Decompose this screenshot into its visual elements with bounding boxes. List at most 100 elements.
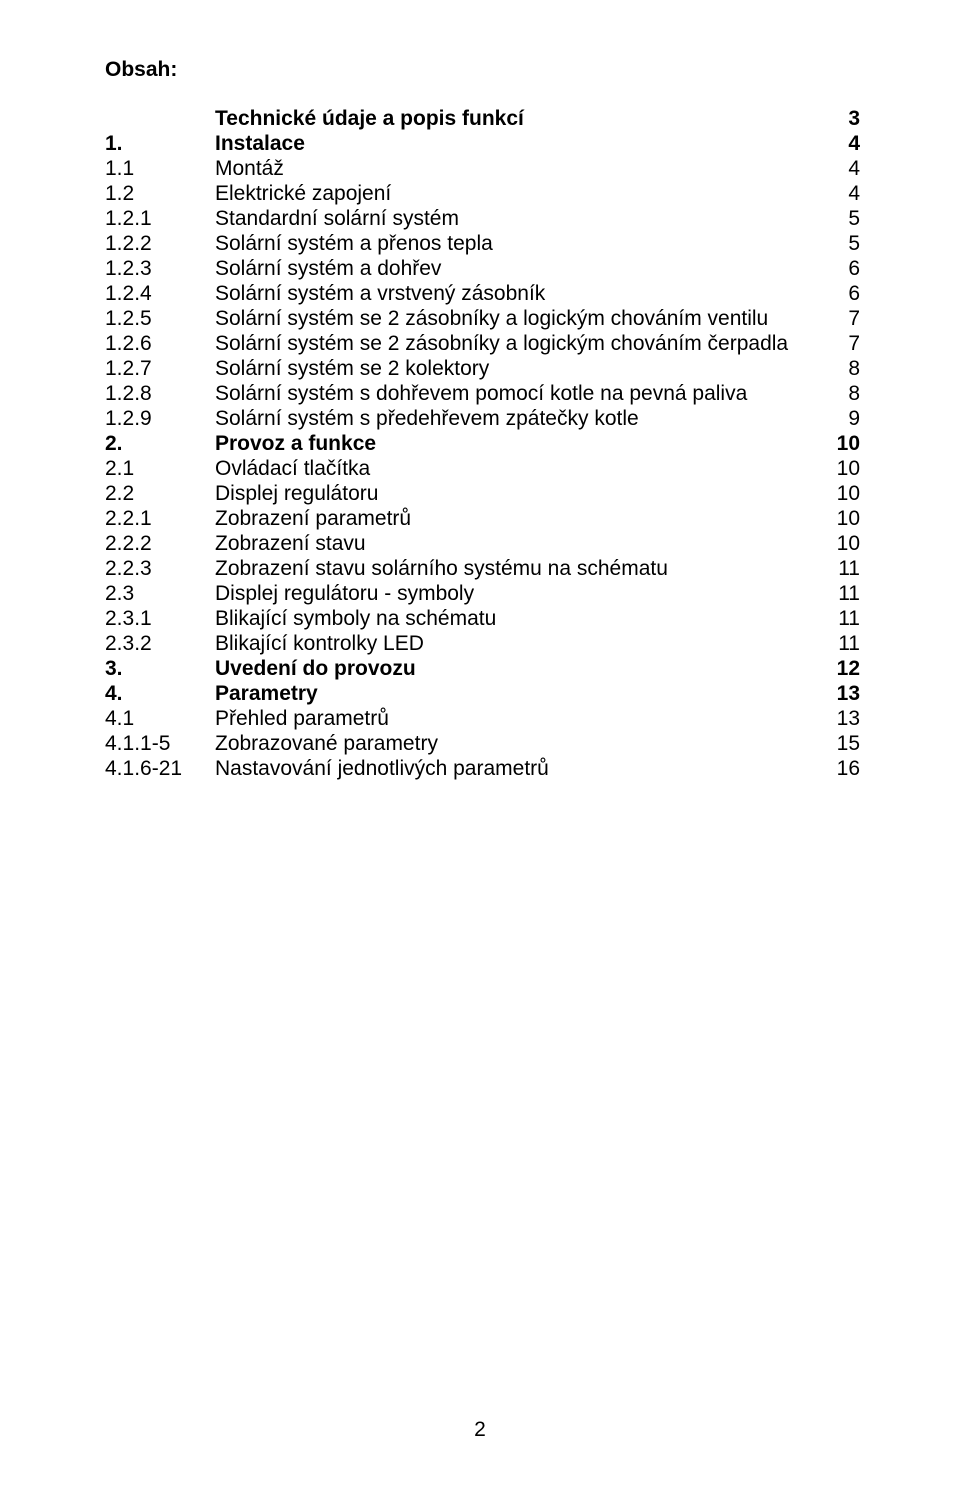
toc-label: Zobrazované parametry — [215, 732, 820, 757]
toc-label: Displej regulátoru — [215, 482, 820, 507]
toc-row: 2.2.3 Zobrazení stavu solárního systému … — [105, 557, 860, 582]
toc-page: 3 — [820, 107, 860, 132]
toc-num: 3. — [105, 657, 215, 682]
toc-num: 2.3.2 — [105, 632, 215, 657]
toc-num: 2.2.2 — [105, 532, 215, 557]
toc-row: 1.2.6 Solární systém se 2 zásobníky a lo… — [105, 332, 860, 357]
toc-row: 3. Uvedení do provozu 12 — [105, 657, 860, 682]
toc-label: Solární systém s předehřevem zpátečky ko… — [215, 407, 820, 432]
toc-page: 6 — [820, 257, 860, 282]
toc-row: 1.2 Elektrické zapojení 4 — [105, 182, 860, 207]
toc-row: 4.1.1-5 Zobrazované parametry 15 — [105, 732, 860, 757]
toc-page: 16 — [820, 757, 860, 782]
toc-label: Provoz a funkce — [215, 432, 820, 457]
toc-label: Solární systém a vrstvený zásobník — [215, 282, 820, 307]
toc-row: 1.2.1 Standardní solární systém 5 — [105, 207, 860, 232]
toc-row: 1.2.4 Solární systém a vrstvený zásobník… — [105, 282, 860, 307]
toc-num: 1.2.8 — [105, 382, 215, 407]
toc-page: 12 — [820, 657, 860, 682]
toc-title: Obsah: — [105, 58, 860, 83]
toc-page: 15 — [820, 732, 860, 757]
toc-label: Zobrazení parametrů — [215, 507, 820, 532]
toc-num: 1.2.7 — [105, 357, 215, 382]
toc-row: 2.2.2 Zobrazení stavu 10 — [105, 532, 860, 557]
toc-label: Blikající kontrolky LED — [215, 632, 820, 657]
toc-label: Solární systém a přenos tepla — [215, 232, 820, 257]
toc-num: 1.2.4 — [105, 282, 215, 307]
toc-list: Technické údaje a popis funkcí 3 1. Inst… — [105, 107, 860, 782]
toc-num: 1.2.1 — [105, 207, 215, 232]
toc-num: 2.2.1 — [105, 507, 215, 532]
toc-page: 4 — [820, 157, 860, 182]
toc-row: 2.3 Displej regulátoru - symboly 11 — [105, 582, 860, 607]
toc-num: 1.1 — [105, 157, 215, 182]
toc-page: 11 — [820, 582, 860, 607]
toc-num: 1.2.9 — [105, 407, 215, 432]
toc-page: 10 — [820, 457, 860, 482]
toc-label: Elektrické zapojení — [215, 182, 820, 207]
toc-page: 10 — [820, 482, 860, 507]
toc-row: 4. Parametry 13 — [105, 682, 860, 707]
toc-num: 1. — [105, 132, 215, 157]
toc-label: Uvedení do provozu — [215, 657, 820, 682]
toc-label: Solární systém s dohřevem pomocí kotle n… — [215, 382, 820, 407]
toc-label: Solární systém a dohřev — [215, 257, 820, 282]
toc-row: 4.1.6-21 Nastavování jednotlivých parame… — [105, 757, 860, 782]
toc-page: 7 — [820, 332, 860, 357]
page: Obsah: Technické údaje a popis funkcí 3 … — [0, 0, 960, 1501]
toc-page: 4 — [820, 132, 860, 157]
toc-row: 1.2.8 Solární systém s dohřevem pomocí k… — [105, 382, 860, 407]
toc-label: Nastavování jednotlivých parametrů — [215, 757, 820, 782]
toc-row: 2.2.1 Zobrazení parametrů 10 — [105, 507, 860, 532]
toc-label: Standardní solární systém — [215, 207, 820, 232]
toc-num: 4.1.6-21 — [105, 757, 215, 782]
page-number: 2 — [0, 1418, 960, 1443]
toc-page: 13 — [820, 707, 860, 732]
toc-label: Zobrazení stavu — [215, 532, 820, 557]
toc-row: 1.2.2 Solární systém a přenos tepla 5 — [105, 232, 860, 257]
toc-page: 11 — [820, 607, 860, 632]
toc-row: 2. Provoz a funkce 10 — [105, 432, 860, 457]
toc-row: 2.3.2 Blikající kontrolky LED 11 — [105, 632, 860, 657]
toc-page: 6 — [820, 282, 860, 307]
toc-label: Montáž — [215, 157, 820, 182]
toc-num: 2. — [105, 432, 215, 457]
toc-num: 2.2 — [105, 482, 215, 507]
toc-row: 2.1 Ovládací tlačítka 10 — [105, 457, 860, 482]
toc-row: 1. Instalace 4 — [105, 132, 860, 157]
toc-row: 2.3.1 Blikající symboly na schématu 11 — [105, 607, 860, 632]
toc-label: Solární systém se 2 zásobníky a logickým… — [215, 332, 820, 357]
toc-num: 4.1 — [105, 707, 215, 732]
toc-page: 10 — [820, 432, 860, 457]
toc-num: 1.2.2 — [105, 232, 215, 257]
toc-num: 2.1 — [105, 457, 215, 482]
toc-row: 2.2 Displej regulátoru 10 — [105, 482, 860, 507]
toc-page: 11 — [820, 632, 860, 657]
toc-row: 1.2.9 Solární systém s předehřevem zpáte… — [105, 407, 860, 432]
toc-page: 9 — [820, 407, 860, 432]
toc-page: 10 — [820, 507, 860, 532]
toc-page: 5 — [820, 207, 860, 232]
toc-label: Ovládací tlačítka — [215, 457, 820, 482]
toc-page: 13 — [820, 682, 860, 707]
toc-row: 1.2.3 Solární systém a dohřev 6 — [105, 257, 860, 282]
toc-page: 5 — [820, 232, 860, 257]
toc-num: 2.3.1 — [105, 607, 215, 632]
toc-num: 1.2.3 — [105, 257, 215, 282]
toc-label: Solární systém se 2 zásobníky a logickým… — [215, 307, 820, 332]
toc-label: Instalace — [215, 132, 820, 157]
toc-num: 1.2.5 — [105, 307, 215, 332]
toc-num: 1.2.6 — [105, 332, 215, 357]
toc-page: 7 — [820, 307, 860, 332]
toc-num: 4. — [105, 682, 215, 707]
toc-page: 8 — [820, 357, 860, 382]
toc-num: 2.2.3 — [105, 557, 215, 582]
toc-label: Parametry — [215, 682, 820, 707]
toc-row: 1.1 Montáž 4 — [105, 157, 860, 182]
toc-page: 11 — [820, 557, 860, 582]
toc-page: 8 — [820, 382, 860, 407]
toc-label: Zobrazení stavu solárního systému na sch… — [215, 557, 820, 582]
toc-label: Displej regulátoru - symboly — [215, 582, 820, 607]
toc-row: 4.1 Přehled parametrů 13 — [105, 707, 860, 732]
toc-row: 1.2.5 Solární systém se 2 zásobníky a lo… — [105, 307, 860, 332]
